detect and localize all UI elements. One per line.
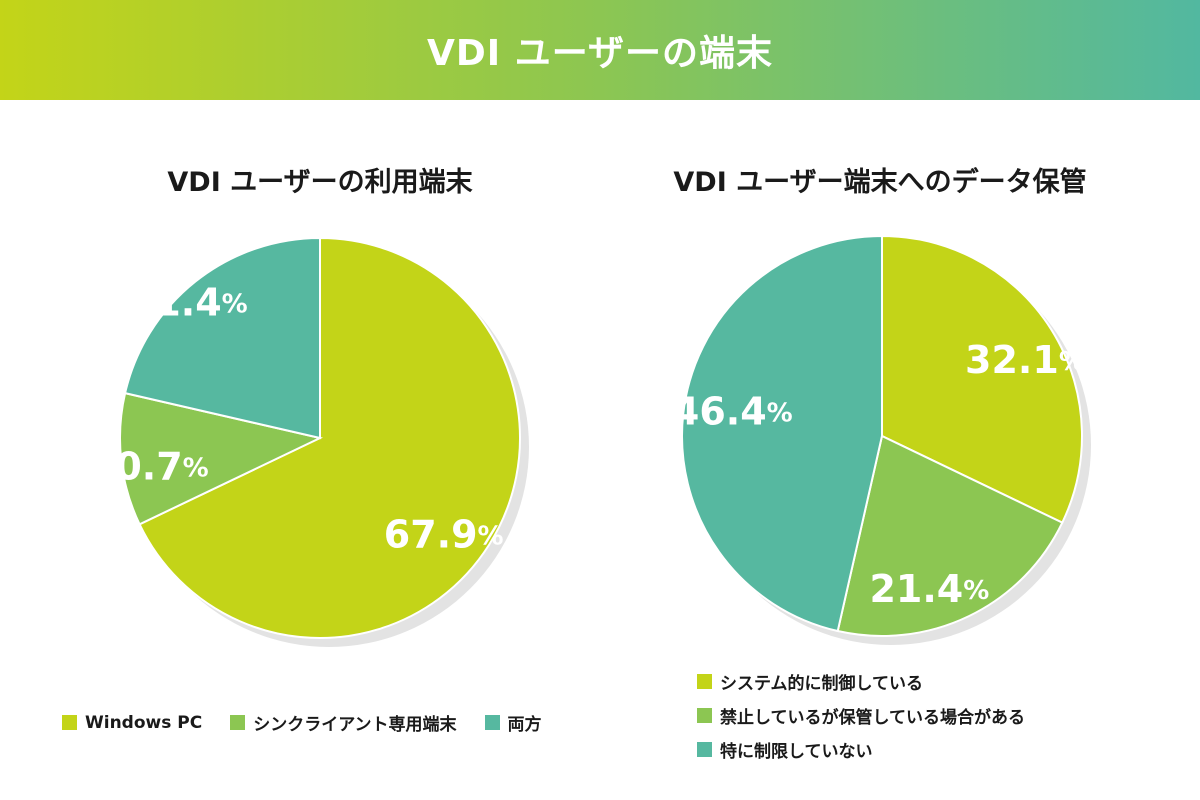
legend-label: Windows PC bbox=[85, 712, 203, 733]
legend-label: システム的に制御している bbox=[720, 673, 923, 694]
legend-item-both: 両方 bbox=[484, 710, 542, 735]
legend-swatch bbox=[697, 741, 712, 757]
legend-label: シンクライアント専用端末 bbox=[253, 715, 457, 735]
legend-item-windows-pc: Windows PC bbox=[62, 713, 202, 733]
legend-label: 禁止しているが保管している場合がある bbox=[720, 707, 1025, 728]
legend-storage: システム的に制御している 禁止しているが保管している場合がある 特に制限していな… bbox=[697, 664, 1025, 766]
legend-swatch bbox=[484, 715, 500, 730]
pie-slice bbox=[681, 234, 883, 633]
legend-item-prohibited-but-stored: 禁止しているが保管している場合がある bbox=[697, 698, 1025, 732]
legend-item-thin-client: シンクライアント専用端末 bbox=[230, 710, 457, 735]
pie-slice bbox=[123, 236, 321, 440]
legend-label: 両方 bbox=[507, 715, 542, 735]
slice-value-label: 21.4% bbox=[869, 566, 989, 610]
chart-title-device: VDI ユーザーの利用端末 bbox=[167, 167, 473, 198]
pie-slice bbox=[836, 434, 1064, 637]
pie-slice bbox=[881, 234, 1083, 524]
legend-swatch bbox=[697, 707, 712, 723]
pie-chart-storage: 32.1% 21.4% 46.4% bbox=[673, 234, 1091, 645]
header-banner: VDI ユーザーの端末 bbox=[0, 0, 1200, 100]
slice-value-label: 46.4% bbox=[673, 389, 793, 433]
chart-title-storage: VDI ユーザー端末へのデータ保管 bbox=[673, 167, 1087, 198]
slice-value-label: 10.7% bbox=[89, 444, 209, 488]
legend-device: Windows PC シンクライアント専用端末 両方 bbox=[62, 710, 542, 735]
page-title: VDI ユーザーの端末 bbox=[427, 33, 773, 74]
pie-chart-device: 67.9% 10.7% 21.4% bbox=[89, 236, 529, 647]
slice-value-label: 32.1% bbox=[965, 337, 1085, 381]
slice-value-label: 67.9% bbox=[384, 512, 504, 556]
pie-slice bbox=[138, 236, 521, 639]
legend-swatch bbox=[230, 715, 246, 730]
legend-item-system-control: システム的に制御している bbox=[697, 664, 1025, 698]
legend-item-no-restriction: 特に制限していない bbox=[697, 732, 1025, 766]
pie-slice bbox=[119, 391, 324, 526]
legend-swatch bbox=[697, 673, 712, 689]
legend-swatch bbox=[62, 715, 77, 730]
slice-value-label: 21.4% bbox=[128, 280, 248, 324]
legend-label: 特に制限していない bbox=[720, 741, 873, 762]
